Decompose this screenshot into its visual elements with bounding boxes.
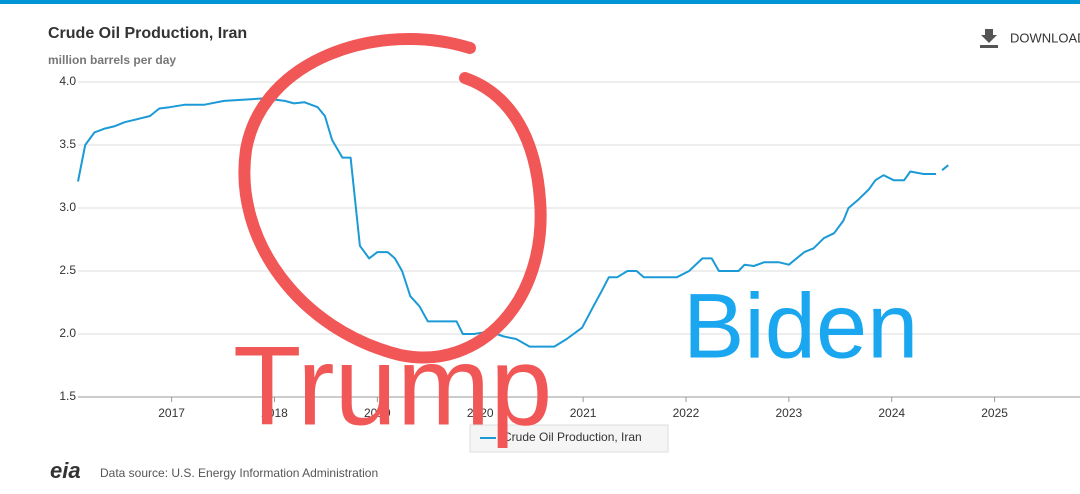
legend-label[interactable]: Crude Oil Production, Iran (503, 430, 642, 444)
annotation-circle (238, 32, 547, 364)
annotation-biden: Biden (683, 275, 918, 377)
x-tick-label: 2024 (878, 406, 905, 420)
y-tick-label: 4.0 (59, 74, 76, 88)
download-button[interactable]: DOWNLOAD (980, 29, 1080, 48)
y-tick-label: 3.0 (59, 200, 76, 214)
x-tick-label: 2023 (776, 406, 803, 420)
legend[interactable]: Crude Oil Production, Iran (469, 424, 669, 453)
x-tick-label: 2025 (981, 406, 1008, 420)
source-note: Data source: U.S. Energy Information Adm… (100, 466, 378, 480)
legend-box (469, 424, 669, 453)
annotation-trump: Trump (233, 324, 552, 449)
data-line (77, 97, 949, 348)
y-tick-label: 2.0 (59, 326, 76, 340)
x-tick-label: 2022 (673, 406, 700, 420)
y-tick-label: 3.5 (59, 137, 76, 151)
x-tick-label: 2020 (467, 406, 494, 420)
top-bar (0, 0, 1080, 4)
x-tick-label: 2021 (570, 406, 597, 420)
x-tick-label: 2019 (364, 406, 391, 420)
y-tick-label: 2.5 (59, 263, 76, 277)
chart-title: Crude Oil Production, Iran (48, 25, 247, 42)
chart-subtitle: million barrels per day (48, 53, 176, 67)
logo: eia (50, 458, 81, 483)
x-tick-label: 2018 (261, 406, 288, 420)
download-label[interactable]: DOWNLOAD (1010, 30, 1080, 45)
plot: 1.5 2.0 2.5 3.0 3.5 4.0 2017 2018 2019 2020 2021 20… (59, 74, 1080, 420)
x-tick-label: 2017 (158, 406, 185, 420)
y-tick-label: 1.5 (59, 389, 76, 403)
download-icon (980, 29, 998, 48)
